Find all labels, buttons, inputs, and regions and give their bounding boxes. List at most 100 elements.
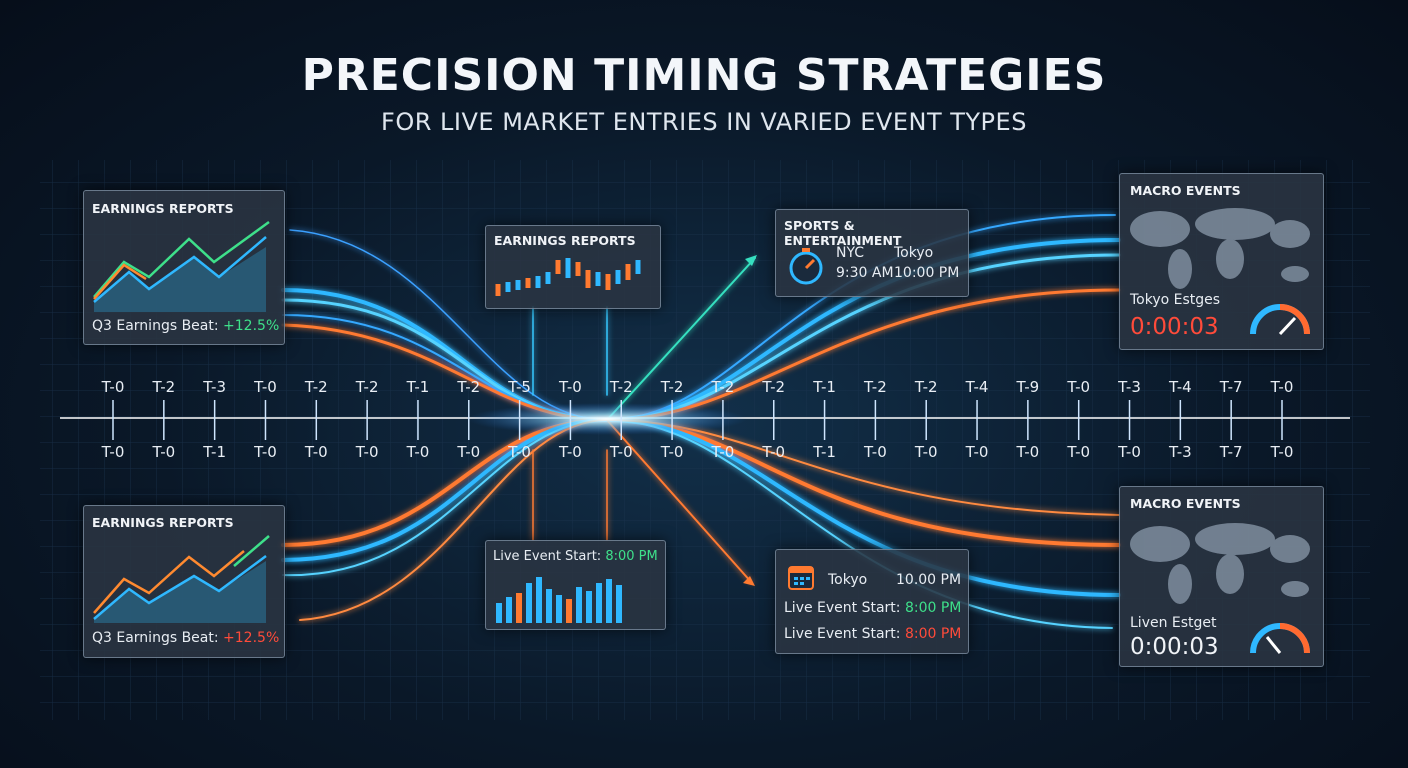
timeline-label: T-0 bbox=[609, 443, 633, 461]
timeline-label: T-3 bbox=[1118, 378, 1141, 396]
timeline-label: T-9 bbox=[1016, 378, 1040, 396]
timeline-label: T-2 bbox=[762, 378, 786, 396]
caption: Q3 Earnings Beat: +12.5% bbox=[92, 630, 279, 646]
time: 10.00 PM bbox=[896, 572, 962, 588]
caption: Liven Estget bbox=[1130, 615, 1217, 631]
timeline-label: T-1 bbox=[203, 443, 227, 461]
city: NYC bbox=[836, 245, 865, 261]
timeline-label: T-3 bbox=[203, 378, 227, 396]
timer: 0:00:03 bbox=[1130, 314, 1219, 340]
panel: EARNINGS REPORTS Q3 Earnings Beat: +12.5… bbox=[83, 190, 285, 345]
panel-heading: MACRO EVENTS bbox=[1130, 183, 1241, 198]
change: +12.5% bbox=[223, 318, 280, 334]
subtitle: FOR LIVE MARKET ENTRIES IN VARIED EVENT … bbox=[381, 108, 1027, 136]
timeline-label: T-0 bbox=[304, 443, 328, 461]
timeline-label: T-2 bbox=[914, 378, 938, 396]
timeline-label: T-2 bbox=[355, 378, 379, 396]
caption-text: Q3 Earnings Beat: bbox=[92, 630, 219, 646]
timeline-label: T-2 bbox=[864, 378, 887, 396]
timeline-label: T-3 bbox=[1168, 443, 1192, 461]
timeline-label: T-2 bbox=[711, 378, 735, 396]
world-map bbox=[1130, 523, 1310, 604]
panel-heading: EARNINGS REPORTS bbox=[92, 515, 234, 530]
timeline-label: T-0 bbox=[965, 443, 989, 461]
timeline-label: T-0 bbox=[1067, 378, 1091, 396]
time: 10:00 PM bbox=[894, 265, 960, 281]
change: +12.5% bbox=[223, 630, 280, 646]
timeline-label: T-2 bbox=[152, 378, 176, 396]
city: Tokyo bbox=[828, 572, 868, 588]
timeline-label: T-0 bbox=[254, 443, 277, 461]
time: 8:00 PM bbox=[904, 600, 962, 616]
caption: Live Event Start: 8:00 PM bbox=[784, 600, 961, 616]
timeline-label: T-5 bbox=[508, 378, 531, 396]
timeline-label: T-0 bbox=[1118, 443, 1141, 461]
timeline-label: T-2 bbox=[609, 378, 633, 396]
timeline-label: T-0 bbox=[355, 443, 379, 461]
caption-text: Live Event Start: bbox=[784, 600, 901, 616]
bars bbox=[496, 577, 622, 623]
panel: EARNINGS REPORTS bbox=[485, 225, 661, 309]
caption: Q3 Earnings Beat: +12.5% bbox=[92, 318, 279, 334]
timeline-label: T-7 bbox=[1219, 443, 1243, 461]
panel-heading: SPORTS & ENTERTAINMENT bbox=[784, 218, 902, 248]
stopwatch-icon bbox=[789, 248, 823, 285]
panel-heading: EARNINGS REPORTS bbox=[494, 233, 636, 248]
title: PRECISION TIMING STRATEGIES bbox=[301, 50, 1107, 101]
timeline-label: T-4 bbox=[1168, 378, 1192, 396]
timer: 0:00:03 bbox=[1130, 634, 1219, 660]
timeline-label: T-0 bbox=[864, 443, 887, 461]
timeline-label: T-0 bbox=[559, 443, 582, 461]
timeline-label: T-2 bbox=[457, 378, 481, 396]
timeline-label: T-0 bbox=[660, 443, 684, 461]
timeline-label: T-0 bbox=[101, 443, 125, 461]
timeline-label: T-0 bbox=[762, 443, 786, 461]
timeline-label: T-7 bbox=[1219, 378, 1243, 396]
timeline-label: T-1 bbox=[813, 378, 836, 396]
time: 9:30 AM bbox=[836, 265, 894, 281]
timeline-label: T-0 bbox=[711, 443, 735, 461]
timeline-label: T-0 bbox=[559, 378, 582, 396]
caption-text: Q3 Earnings Beat: bbox=[92, 318, 219, 334]
timeline-label: T-1 bbox=[813, 443, 836, 461]
timeline-label: T-0 bbox=[101, 378, 125, 396]
gauge bbox=[1250, 304, 1310, 336]
caption: Live Event Start: 8:00 PM bbox=[493, 549, 658, 564]
gauge bbox=[1250, 623, 1310, 654]
caption: Tokyo Estges bbox=[1130, 292, 1221, 308]
world-map bbox=[1130, 208, 1310, 289]
caption-text: Live Event Start: bbox=[784, 626, 901, 642]
city: Tokyo bbox=[894, 245, 934, 261]
timeline-label: T-0 bbox=[508, 443, 531, 461]
timeline-label: T-0 bbox=[1270, 378, 1294, 396]
panel: Live Event Start: 8:00 PM bbox=[485, 540, 666, 630]
panel: EARNINGS REPORTS Q3 Earnings Beat: +12.5… bbox=[83, 505, 285, 658]
caption-text: Live Event Start: bbox=[493, 549, 602, 564]
timeline-label: T-0 bbox=[406, 443, 430, 461]
mini-chart bbox=[93, 220, 270, 312]
timeline-label: T-1 bbox=[406, 378, 430, 396]
time: 8:00 PM bbox=[904, 626, 962, 642]
panel: SPORTS & ENTERTAINMENT NYC Tokyo 9:30 AM… bbox=[775, 209, 969, 297]
timeline-label: T-4 bbox=[965, 378, 989, 396]
mini-chart bbox=[93, 535, 270, 623]
candles bbox=[495, 258, 641, 296]
timeline-label: T-0 bbox=[254, 378, 277, 396]
panel: MACRO EVENTS Liven Estget 0:00:03 bbox=[1119, 486, 1324, 667]
panel: MACRO EVENTS Tokyo Estges 0:00:03 bbox=[1119, 173, 1324, 350]
timeline-label: T-0 bbox=[914, 443, 938, 461]
timeline-label: T-0 bbox=[1067, 443, 1091, 461]
timeline-label: T-2 bbox=[304, 378, 328, 396]
panel-heading: MACRO EVENTS bbox=[1130, 496, 1241, 511]
panel: Tokyo 10.00 PM Live Event Start: 8:00 PM… bbox=[775, 549, 969, 654]
timeline-label: T-0 bbox=[1016, 443, 1040, 461]
calendar-icon bbox=[788, 566, 814, 590]
timeline-label: T-2 bbox=[660, 378, 684, 396]
caption: Live Event Start: 8:00 PM bbox=[784, 626, 961, 642]
timeline-label: T-0 bbox=[1270, 443, 1294, 461]
time: 8:00 PM bbox=[605, 549, 658, 564]
timeline-label: T-0 bbox=[457, 443, 481, 461]
timeline-label: T-0 bbox=[152, 443, 176, 461]
panel-heading: EARNINGS REPORTS bbox=[92, 201, 234, 216]
